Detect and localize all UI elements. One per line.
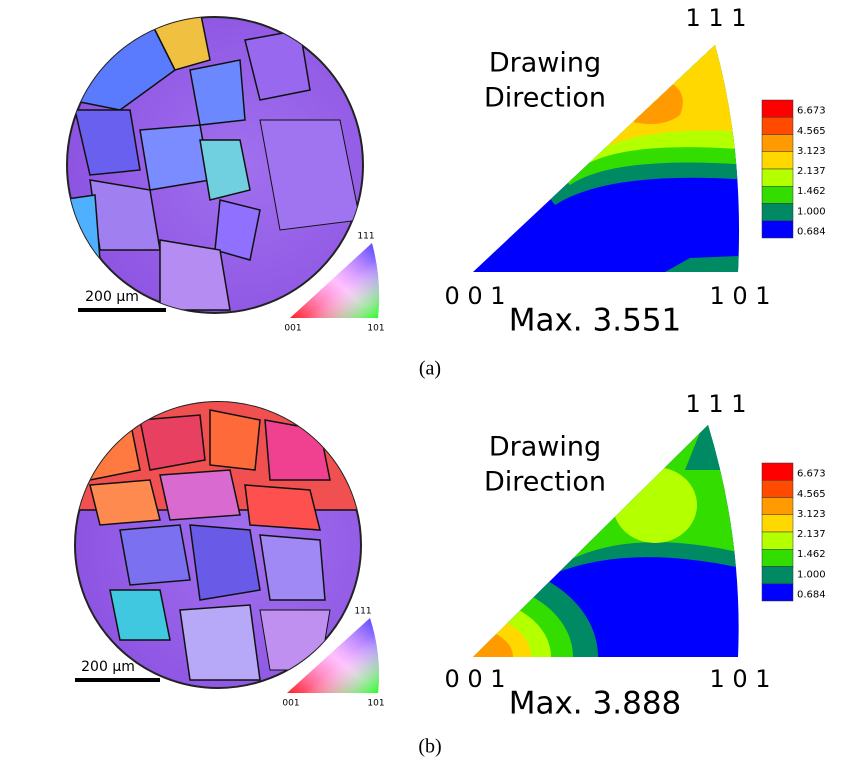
colorbar-swatch (761, 566, 794, 584)
corner-label: 0 0 1 (444, 282, 505, 310)
direction-label: Direction (484, 83, 606, 114)
colorbar-swatch (761, 531, 794, 550)
caption: (b) (418, 736, 441, 758)
colorbar-label: 1.000 (797, 569, 826, 580)
colorbar-label: 1.462 (797, 549, 826, 560)
key-label: 001 (282, 699, 299, 709)
colorbar-swatch (761, 117, 794, 135)
corner-label: 1 1 1 (685, 390, 746, 418)
colorbar-swatch (761, 99, 794, 118)
colorbar-swatch (761, 186, 794, 204)
key-label: 001 (284, 324, 301, 334)
colorbar-swatch (761, 462, 794, 481)
colorbar-label: 0.684 (797, 589, 826, 600)
colorbar-swatch (761, 134, 794, 152)
scale-bar-label: 200 µm (85, 289, 139, 305)
colorbar-swatch (761, 497, 794, 515)
colorbar-label: 3.123 (797, 509, 826, 520)
colorbar-swatch (761, 549, 794, 567)
key-label: 111 (357, 232, 374, 242)
corner-label: 1 0 1 (709, 282, 770, 310)
colorbar-swatch (761, 168, 794, 187)
colorbar-swatch (761, 220, 794, 239)
colorbar-label: 2.137 (797, 529, 826, 540)
ipf-key: 111 001 101 (284, 232, 384, 334)
caption: (a) (419, 358, 441, 380)
ipf-key: 111 001 101 (282, 607, 384, 709)
colorbar-label: 3.123 (797, 146, 826, 157)
direction-label: Drawing (489, 432, 601, 463)
corner-label: 1 1 1 (685, 4, 746, 32)
colorbar-swatch (761, 480, 794, 498)
direction-label: Direction (484, 467, 606, 498)
colorbar-label: 4.565 (797, 489, 826, 500)
key-label: 111 (354, 607, 371, 617)
inverse-pole-figure (473, 45, 740, 272)
colorbar-label: 1.000 (797, 206, 826, 217)
max-label: Max. 3.551 (509, 303, 682, 339)
max-label: Max. 3.888 (509, 686, 682, 722)
ebsd-map (66, 16, 364, 314)
ebsd-map (74, 401, 362, 689)
colorbar-label: 6.673 (797, 106, 826, 117)
colorbar-swatch (761, 151, 794, 170)
key-label: 101 (367, 324, 384, 334)
key-label: 101 (367, 699, 384, 709)
colorbar-label: 6.673 (797, 469, 826, 480)
colorbar-label: 2.137 (797, 166, 826, 177)
scale-bar-label: 200 µm (81, 659, 135, 675)
colorbar-swatch (761, 514, 794, 533)
colorbar-label: 4.565 (797, 126, 826, 137)
corner-label: 1 0 1 (709, 665, 770, 693)
colorbar-label: 1.462 (797, 186, 826, 197)
direction-label: Drawing (489, 48, 601, 79)
corner-label: 0 0 1 (444, 665, 505, 693)
colorbar-swatch (761, 203, 794, 221)
colorbar-swatch (761, 583, 794, 602)
colorbar-label: 0.684 (797, 226, 826, 237)
